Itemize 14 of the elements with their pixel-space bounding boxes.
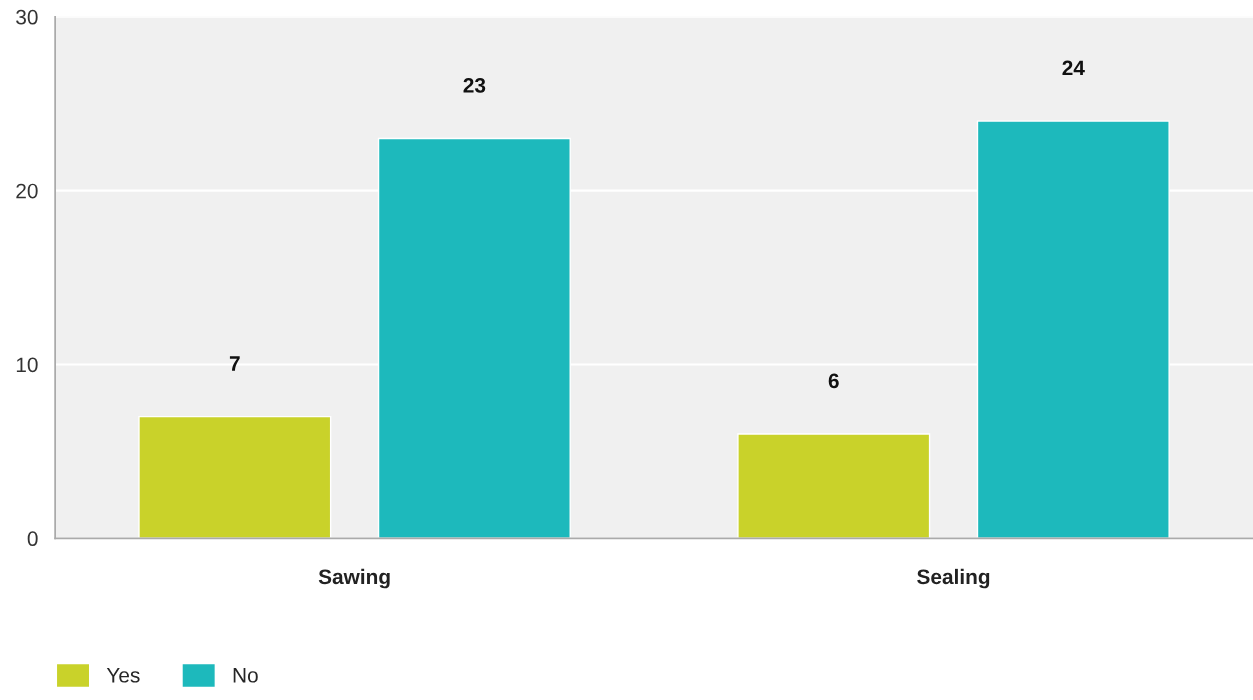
bar (138, 415, 332, 539)
y-tick-label: 30 (16, 9, 38, 25)
data-label: 23 (463, 77, 486, 93)
legend-label: Yes (106, 668, 140, 683)
legend-label: No (233, 668, 258, 683)
bar (737, 433, 931, 539)
data-label: 7 (229, 356, 240, 371)
data-label: 6 (828, 373, 839, 389)
y-tick-label: 20 (16, 183, 38, 199)
data-label: 24 (1062, 60, 1085, 76)
y-tick-label: 0 (27, 531, 38, 547)
x-tick-label: Sealing (917, 568, 990, 589)
y-tick-label: 10 (16, 357, 38, 373)
x-tick-label: Sawing (318, 568, 390, 589)
